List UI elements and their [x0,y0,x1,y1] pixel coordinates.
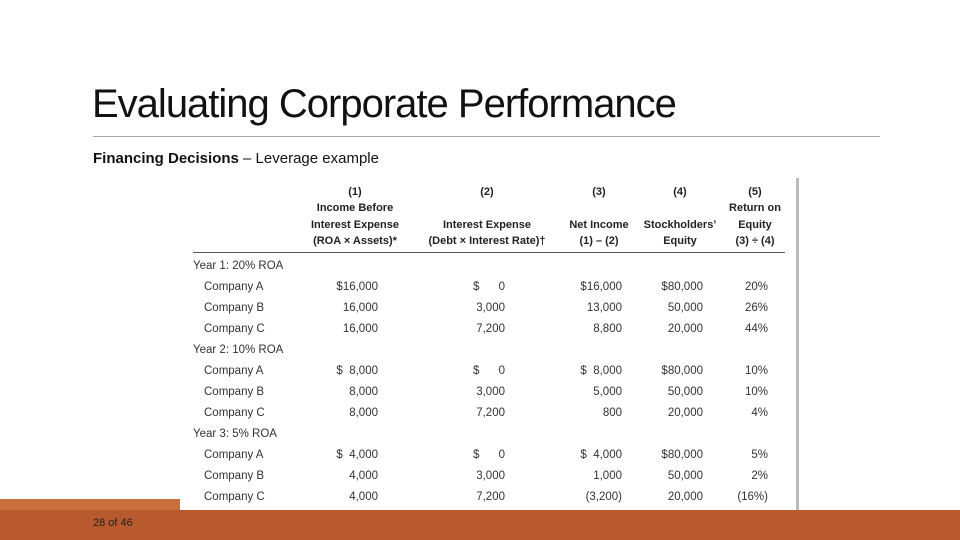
column-header: Stockholders’ [643,218,717,231]
cell: 2% [751,470,768,482]
cell: 10% [744,386,768,398]
cell: 16,000 [342,302,378,314]
cell: 7,200 [476,491,505,503]
accent-strip [0,499,180,510]
row-label: Company C [204,323,265,335]
cell: 44% [744,323,768,335]
column-header: (1) – (2) [579,235,619,247]
column-header: Equity [738,218,772,231]
cell: 50,000 [667,302,703,314]
cell: 8,000 [349,386,378,398]
column-header: Equity [663,235,697,247]
column-number: (2) [480,186,494,198]
column-header: (3) ÷ (4) [735,235,775,247]
group-label: Year 3: 5% ROA [193,428,277,440]
cell: 20,000 [667,491,703,503]
page-number: 28 of 46 [93,517,133,529]
group-label: Year 1: 20% ROA [193,260,284,272]
column-number: (3) [592,186,606,198]
cell: 3,000 [476,386,505,398]
cell: $ 0 [473,365,505,377]
footer-band [0,510,960,540]
header-rule [193,252,785,253]
subtitle-rest: – Leverage example [238,150,379,167]
cell: $ 8,000 [336,365,378,377]
cell: $80,000 [661,449,703,461]
cell: 10% [744,365,768,377]
cell: 1,000 [593,470,622,482]
cell: 13,000 [586,302,622,314]
row-label: Company B [204,386,265,398]
cell: 8,800 [593,323,622,335]
slide-title: Evaluating Corporate Performance [92,82,677,126]
cell: 7,200 [476,407,505,419]
cell: 20,000 [667,323,703,335]
column-header: Return on [729,202,781,214]
cell: 4,000 [349,491,378,503]
table-image [180,178,799,510]
cell: $16,000 [580,281,622,293]
cell: 5,000 [593,386,622,398]
cell: 8,000 [349,407,378,419]
cell: 3,000 [476,302,505,314]
cell: 26% [744,302,768,314]
column-header: (Debt × Interest Rate)† [428,235,546,247]
cell: 50,000 [667,386,703,398]
row-label: Company C [204,491,265,503]
row-label: Company B [204,302,265,314]
cell: (3,200) [585,491,622,503]
row-label: Company B [204,470,265,482]
title-rule [93,136,880,137]
column-number: (5) [748,186,762,198]
cell: 7,200 [476,323,505,335]
column-header: Net Income [569,218,629,231]
column-number: (4) [673,186,687,198]
column-header: Income Before [316,202,394,214]
cell: 50,000 [667,470,703,482]
cell: 4,000 [349,470,378,482]
cell: $ 4,000 [336,449,378,461]
row-label: Company C [204,407,265,419]
cell: 16,000 [342,323,378,335]
cell: 3,000 [476,470,505,482]
column-number: (1) [348,186,362,198]
row-label: Company A [204,449,264,461]
row-label: Company A [204,365,264,377]
cell: 20% [744,281,768,293]
cell: $ 8,000 [580,365,622,377]
cell: 20,000 [667,407,703,419]
cell: $16,000 [336,281,378,293]
column-header: Interest Expense [310,218,400,231]
group-label: Year 2: 10% ROA [193,344,284,356]
column-header: (ROA × Assets)* [313,235,397,247]
cell: 4% [751,407,768,419]
subtitle: Financing Decisions – Leverage example [93,150,379,167]
cell: (16%) [737,491,768,503]
cell: $80,000 [661,365,703,377]
subtitle-bold: Financing Decisions [93,150,239,167]
row-label: Company A [204,281,264,293]
cell: $ 0 [473,281,505,293]
column-header: Interest Expense [442,218,532,231]
cell: $ 4,000 [580,449,622,461]
cell: 5% [751,449,768,461]
cell: 800 [602,407,622,419]
cell: $80,000 [661,281,703,293]
cell: $ 0 [473,449,505,461]
